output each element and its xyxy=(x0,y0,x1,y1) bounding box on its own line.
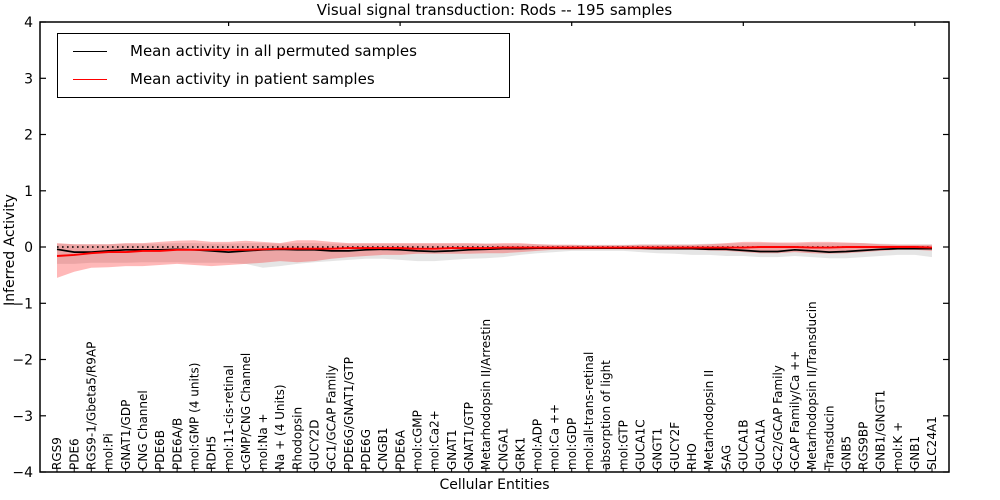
legend-entry-patient: Mean activity in patient samples xyxy=(58,65,509,93)
x-tick-label: CNGB1 xyxy=(376,427,390,470)
y-tick-label: −2 xyxy=(12,353,33,369)
x-tick-label: CNGA1 xyxy=(496,428,510,471)
x-tick-label: RGS9-1/Gbeta5/R9AP xyxy=(85,342,99,470)
y-tick-label: 4 xyxy=(24,15,33,31)
x-axis-label: Cellular Entities xyxy=(439,477,550,493)
x-tick-label: GUCY2D xyxy=(308,420,322,470)
x-tick-label: GC1/GCAP Family xyxy=(325,365,339,470)
x-tick-label: GNB5 xyxy=(839,436,853,470)
permuted-line-sample-icon xyxy=(73,50,107,52)
patient-mean-line xyxy=(56,246,933,257)
chart-title: Visual signal transduction: Rods -- 195 … xyxy=(316,1,673,19)
x-tick-label: PDE6A xyxy=(393,429,407,470)
x-tick-label: Transducin xyxy=(822,406,836,471)
y-tick-label: −4 xyxy=(12,465,33,481)
x-tick-label: GUCA1C xyxy=(634,419,648,470)
x-tick-label: CNG Channel xyxy=(136,390,150,470)
x-tick-label: RGS9 xyxy=(50,437,64,470)
x-tick-label: mol:11-cis-retinal xyxy=(222,365,236,470)
x-tick-label: Na + (4 Units) xyxy=(273,384,287,470)
patient-std-band xyxy=(57,240,932,278)
x-tick-label: cGMP/CNG Channel xyxy=(239,353,253,470)
x-tick-label: Rhodopsin xyxy=(290,407,304,470)
x-tick-label: GUCY2F xyxy=(668,422,682,470)
x-tick-label: GUCA1B xyxy=(737,419,751,470)
x-tick-label: absorption of light xyxy=(599,360,613,470)
legend-entry-permuted: Mean activity in all permuted samples xyxy=(58,37,509,65)
x-tick-label: GRK1 xyxy=(513,437,527,470)
x-tick-label: GUCA1A xyxy=(754,419,768,470)
x-tick-label: GNGT1 xyxy=(651,428,665,470)
x-tick-label: mol:GDP xyxy=(565,418,579,470)
x-tick-label: mol:Ca ++ xyxy=(548,404,562,470)
x-tick-label: SLC24A1 xyxy=(925,416,939,470)
legend-label: Mean activity in all permuted samples xyxy=(130,42,417,60)
x-tick-label: mol:K + xyxy=(891,422,905,470)
x-tick-label: RGS9BP xyxy=(857,422,871,470)
y-tick-label: 0 xyxy=(24,240,33,256)
y-tick-label: −3 xyxy=(12,409,33,425)
y-tick-label: −1 xyxy=(12,296,33,312)
x-tick-label: GNAT1/GDP xyxy=(119,400,133,470)
x-tick-label: GNAT1 xyxy=(445,429,459,470)
legend-label: Mean activity in patient samples xyxy=(130,70,375,88)
x-tick-label: Metarhodopsin II/Transducin xyxy=(805,301,819,470)
y-tick-label: 2 xyxy=(24,128,33,144)
x-tick-label: PDE6G/GNAT1/GTP xyxy=(342,357,356,470)
x-tick-label: GNAT1/GTP xyxy=(462,402,476,470)
x-tick-label: mol:Na + xyxy=(256,413,270,470)
x-tick-label: RHO xyxy=(685,443,699,470)
x-tick-label: mol:GTP xyxy=(616,420,630,470)
x-tick-label: PDE6 xyxy=(67,438,81,470)
x-tick-label: SAG xyxy=(719,445,733,470)
x-tick-label: PDE6B xyxy=(153,430,167,470)
x-tick-label: Metarhodopsin II/Arrestin xyxy=(479,319,493,470)
x-tick-label: mol:cGMP xyxy=(411,410,425,470)
patient-line-sample-icon xyxy=(73,78,107,80)
x-tick-label: PDE6A/B xyxy=(170,418,184,470)
x-tick-label: GNB1 xyxy=(908,436,922,470)
x-tick-label: mol:all-trans-retinal xyxy=(582,352,596,470)
x-tick-label: Metarhodopsin II xyxy=(702,370,716,470)
y-tick-label: 1 xyxy=(24,184,33,200)
y-axis-label: Inferred Activity xyxy=(2,194,18,306)
y-tick-label: 3 xyxy=(24,71,33,87)
x-tick-label: mol:Ca2+ xyxy=(428,410,442,470)
x-tick-label: RDH5 xyxy=(205,436,219,470)
x-tick-label: PDE6G xyxy=(359,429,373,470)
x-tick-label: mol:Pi xyxy=(102,433,116,470)
x-tick-label: GCAP Family/Ca ++ xyxy=(788,351,802,470)
x-tick-label: GC2/GCAP Family xyxy=(771,365,785,470)
x-tick-label: mol:ADP xyxy=(531,419,545,470)
x-tick-label: GNB1/GNGT1 xyxy=(874,390,888,470)
legend: Mean activity in all permuted samples Me… xyxy=(57,33,510,98)
x-tick-label: mol:GMP (4 units) xyxy=(188,363,202,470)
